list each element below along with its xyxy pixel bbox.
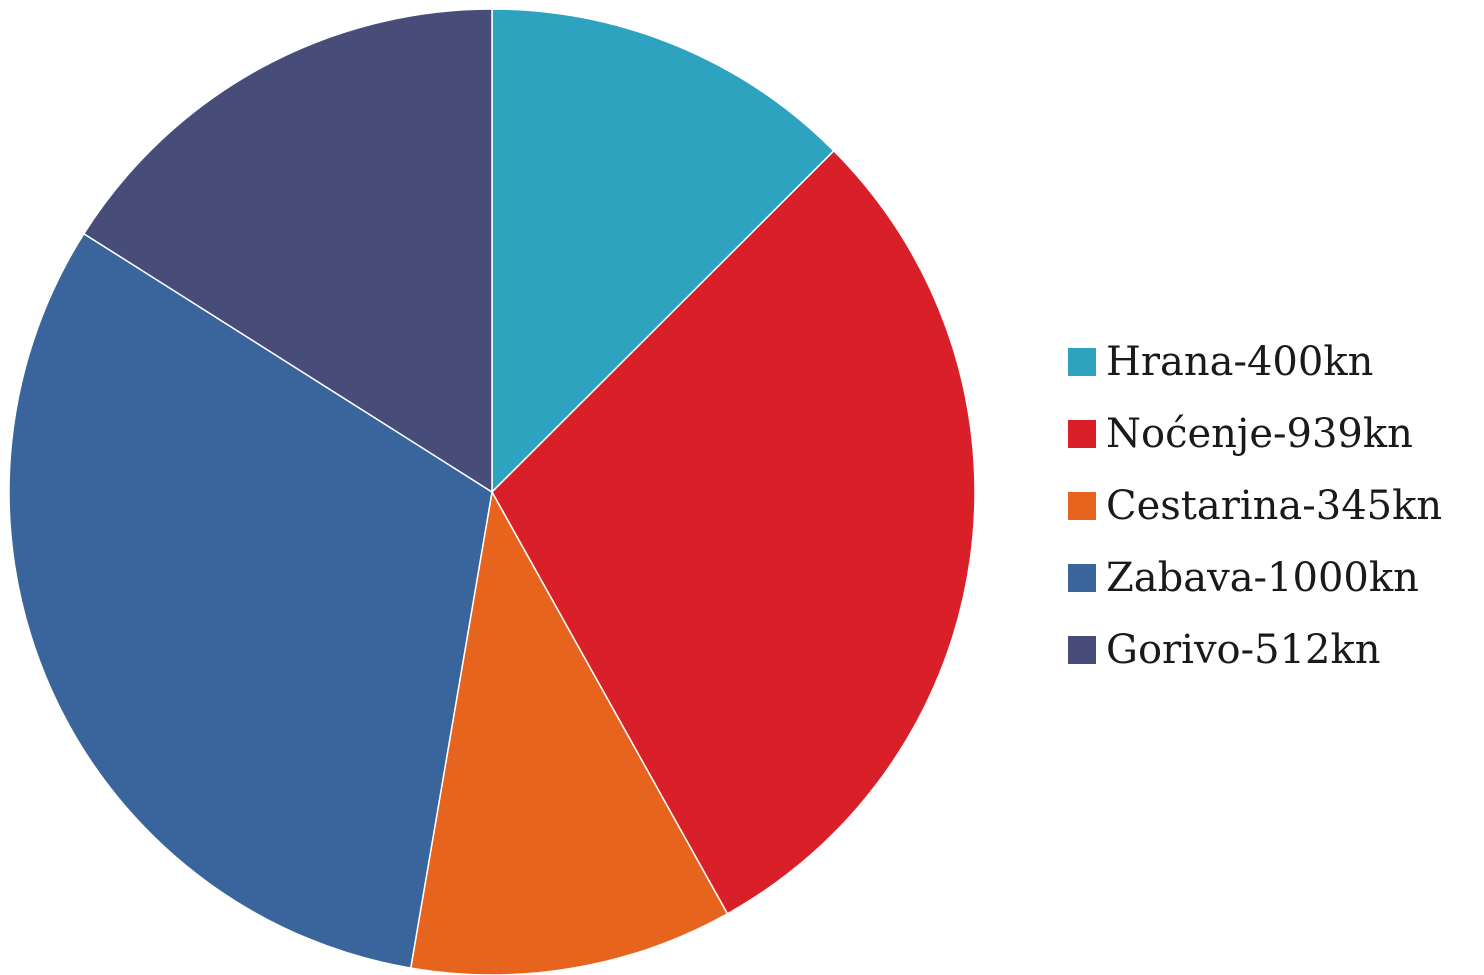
pie-slice-gorivo [82,8,493,494]
legend: Hrana-400kn Noćenje-939kn Cestarina-345k… [1068,326,1442,686]
legend-swatch-nocenje [1068,420,1096,448]
legend-label-cestarina: Cestarina-345kn [1106,483,1443,529]
pie-slice-hrana [491,8,835,494]
legend-item-cestarina: Cestarina-345kn [1068,470,1442,542]
legend-label-zabava: Zabava-1000kn [1106,555,1419,601]
legend-item-hrana: Hrana-400kn [1068,326,1442,398]
legend-item-gorivo: Gorivo-512kn [1068,614,1442,686]
pie-chart-plot [8,8,976,975]
legend-label-hrana: Hrana-400kn [1106,339,1374,385]
pie-slice-zabava [8,232,493,969]
legend-item-nocenje: Noćenje-939kn [1068,398,1442,470]
legend-swatch-hrana [1068,348,1096,376]
legend-swatch-gorivo [1068,636,1096,664]
pie-slice-nocenje [491,149,976,915]
pie-slice-cestarina [409,489,729,975]
legend-label-nocenje: Noćenje-939kn [1106,411,1413,457]
legend-item-zabava: Zabava-1000kn [1068,542,1442,614]
legend-label-gorivo: Gorivo-512kn [1106,627,1381,673]
legend-swatch-zabava [1068,564,1096,592]
legend-swatch-cestarina [1068,492,1096,520]
